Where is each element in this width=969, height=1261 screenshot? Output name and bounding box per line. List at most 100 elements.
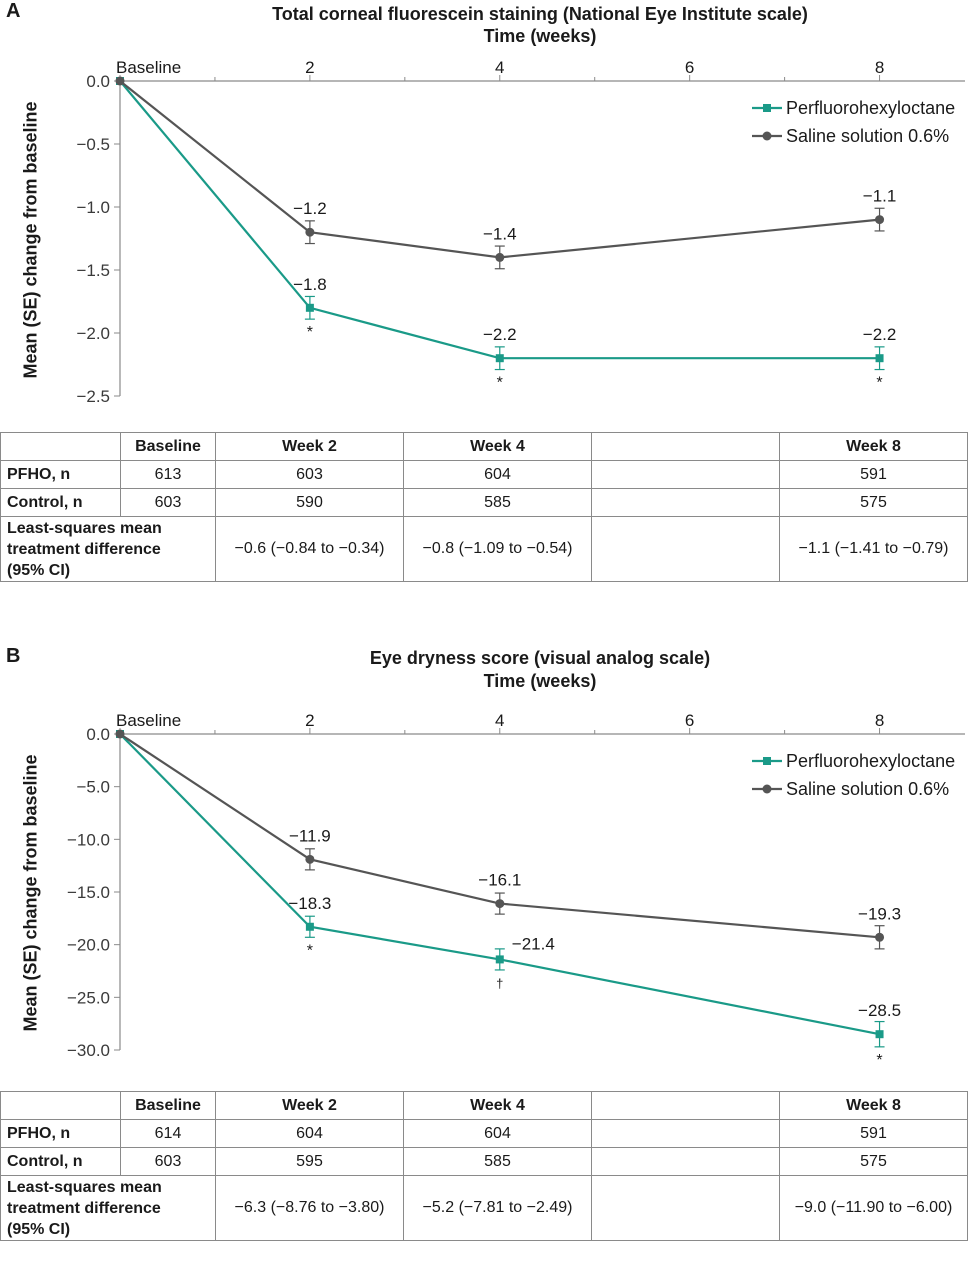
table-cell bbox=[0, 432, 121, 461]
y-tick-label: −2.0 bbox=[76, 324, 110, 343]
table-cell bbox=[591, 1091, 780, 1120]
series-line-saline bbox=[119, 733, 880, 939]
data-label: −21.4 bbox=[512, 934, 555, 953]
panel-a: A Total corneal fluorescein staining (Na… bbox=[0, 0, 969, 600]
x-tick-label: Baseline bbox=[116, 58, 181, 77]
table-cell: −0.6 (−0.84 to −0.34) bbox=[215, 516, 404, 582]
table-cell: 613 bbox=[120, 460, 216, 489]
legend-label: Perfluorohexyloctane bbox=[786, 751, 955, 771]
data-point-circle bbox=[115, 76, 125, 86]
table-cell: 604 bbox=[215, 1119, 404, 1148]
series-line-pfho bbox=[119, 733, 880, 1036]
table-cell: 614 bbox=[120, 1119, 216, 1148]
x-tick-label: 6 bbox=[685, 58, 694, 77]
row-label-line: Least-squares mean bbox=[7, 519, 162, 537]
y-tick-label: −20.0 bbox=[67, 936, 110, 955]
row-label: Least-squares mean treatment difference … bbox=[0, 1175, 216, 1241]
data-point-circle bbox=[115, 729, 125, 739]
table-row: Control, n 603 595 585 575 bbox=[0, 1147, 968, 1176]
row-label: PFHO, n bbox=[0, 1119, 121, 1148]
y-tick-label: 0.0 bbox=[86, 72, 110, 91]
table-cell: −6.3 (−8.76 to −3.80) bbox=[215, 1175, 404, 1241]
panel-b: B Eye dryness score (visual analog scale… bbox=[0, 645, 969, 1261]
y-tick-label: 0.0 bbox=[86, 725, 110, 744]
data-point-square bbox=[495, 955, 504, 964]
data-point-square bbox=[495, 354, 504, 363]
legend-label: Saline solution 0.6% bbox=[786, 126, 949, 146]
y-tick-label: −30.0 bbox=[67, 1041, 110, 1060]
data-label: −1.4 bbox=[483, 224, 517, 243]
significance-marker: * bbox=[307, 942, 313, 959]
significance-marker: * bbox=[876, 375, 882, 392]
table-cell: Baseline bbox=[120, 432, 216, 461]
y-tick-label: −0.5 bbox=[76, 135, 110, 154]
series-line-saline bbox=[119, 80, 880, 259]
table-cell: 575 bbox=[779, 488, 968, 517]
x-tick-label: 8 bbox=[875, 58, 884, 77]
data-table: Baseline Week 2 Week 4 Week 8 PFHO, n 61… bbox=[0, 1091, 968, 1241]
table-cell: 603 bbox=[120, 1147, 216, 1176]
table-cell: Week 4 bbox=[403, 1091, 592, 1120]
data-point-square bbox=[305, 922, 314, 931]
table-cell: 585 bbox=[403, 1147, 592, 1176]
table-cell: 590 bbox=[215, 488, 404, 517]
significance-marker: * bbox=[307, 324, 313, 341]
row-label: Control, n bbox=[0, 488, 121, 517]
table-cell: 603 bbox=[215, 460, 404, 489]
table-cell: 595 bbox=[215, 1147, 404, 1176]
table-cell: Week 2 bbox=[215, 432, 404, 461]
x-tick-label: 2 bbox=[305, 58, 314, 77]
legend-marker-circle bbox=[762, 131, 772, 141]
table-cell: Week 8 bbox=[779, 432, 968, 461]
data-point-square bbox=[305, 303, 314, 312]
legend-marker-square bbox=[763, 757, 771, 765]
table-cell bbox=[591, 460, 780, 489]
row-label: Least-squares mean treatment difference … bbox=[0, 516, 216, 582]
x-axis-label: Time (weeks) bbox=[483, 671, 597, 691]
data-point-square bbox=[875, 354, 884, 363]
x-tick-label: Baseline bbox=[116, 711, 181, 730]
data-label: −2.2 bbox=[863, 325, 897, 344]
data-point-circle bbox=[305, 227, 315, 237]
data-label: −19.3 bbox=[858, 904, 901, 923]
legend-label: Saline solution 0.6% bbox=[786, 779, 949, 799]
table-cell bbox=[591, 432, 780, 461]
y-tick-label: −5.0 bbox=[76, 778, 110, 797]
y-tick-label: −15.0 bbox=[67, 883, 110, 902]
chart-title: Total corneal fluorescein staining (Nati… bbox=[272, 4, 808, 24]
table-cell: Week 4 bbox=[403, 432, 592, 461]
x-axis-label: Time (weeks) bbox=[483, 26, 597, 46]
table-cell: 575 bbox=[779, 1147, 968, 1176]
data-label: −1.1 bbox=[863, 187, 897, 206]
row-label: PFHO, n bbox=[0, 460, 121, 489]
table-row: Least-squares mean treatment difference … bbox=[0, 516, 968, 582]
table-cell: 591 bbox=[779, 1119, 968, 1148]
significance-marker: † bbox=[496, 976, 503, 991]
table-cell bbox=[591, 1175, 780, 1241]
table-cell bbox=[0, 1091, 121, 1120]
panel-letter: A bbox=[6, 0, 21, 22]
data-label: −16.1 bbox=[478, 871, 521, 890]
table-cell bbox=[591, 516, 780, 582]
table-row: Control, n 603 590 585 575 bbox=[0, 488, 968, 517]
table-cell: 603 bbox=[120, 488, 216, 517]
table-row: PFHO, n 613 603 604 591 bbox=[0, 460, 968, 489]
data-point-circle bbox=[495, 252, 505, 262]
x-tick-label: 8 bbox=[875, 711, 884, 730]
row-label-line: (95% CI) bbox=[7, 561, 71, 579]
row-label-line: treatment difference bbox=[7, 540, 161, 558]
data-point-circle bbox=[495, 899, 505, 909]
table-cell bbox=[591, 488, 780, 517]
table-cell: Week 8 bbox=[779, 1091, 968, 1120]
x-tick-label: 6 bbox=[685, 711, 694, 730]
table-header-row: Baseline Week 2 Week 4 Week 8 bbox=[0, 432, 968, 461]
table-row: Least-squares mean treatment difference … bbox=[0, 1175, 968, 1241]
data-label: −2.2 bbox=[483, 325, 517, 344]
table-cell: −5.2 (−7.81 to −2.49) bbox=[403, 1175, 592, 1241]
x-tick-label: 2 bbox=[305, 711, 314, 730]
data-label: −11.9 bbox=[289, 826, 331, 845]
y-tick-label: −1.5 bbox=[76, 261, 110, 280]
y-tick-label: −10.0 bbox=[67, 830, 110, 849]
plot-area: Baseline 2 4 6 8 0.0 −0.5 −1.0 −1.5 −2.0 −2.5 −1.8 *… bbox=[76, 58, 965, 406]
legend-marker-square bbox=[763, 104, 771, 112]
